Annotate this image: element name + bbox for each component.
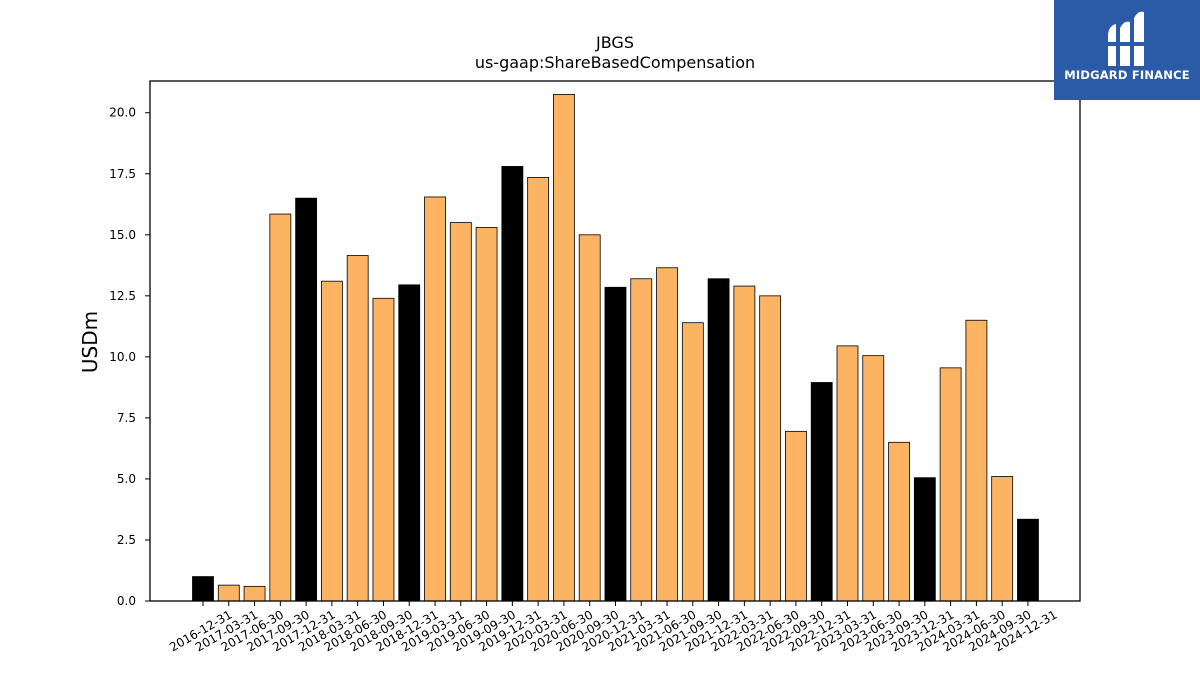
y-tick-label-0.0: 0.0 xyxy=(117,594,136,608)
y-axis-label: USDm xyxy=(78,311,102,373)
bar-2018-12-31 xyxy=(398,284,421,602)
bar-2017-09-30 xyxy=(269,213,292,602)
y-axis: 0.0 2.5 5.0 7.5 10.0 12.5 15.0 17.5 20.0 xyxy=(109,106,150,608)
bar-2018-03-31 xyxy=(320,280,343,602)
bar-2023-03-31 xyxy=(836,345,859,602)
x-axis: 2016-12-312017-03-312017-06-302017-09-30… xyxy=(167,601,1059,654)
bar-2019-09-30 xyxy=(475,227,498,602)
bar-2020-06-30 xyxy=(553,94,575,602)
bar-2024-12-31 xyxy=(1017,518,1039,602)
bar-2021-06-30 xyxy=(656,267,678,602)
bar-2019-06-30 xyxy=(449,222,472,602)
bar-2023-06-30 xyxy=(862,355,885,602)
chart-title: JBGS xyxy=(595,33,634,52)
bar-2023-09-30 xyxy=(888,441,910,602)
bar-2024-03-31 xyxy=(939,367,962,602)
y-tick-label-20.0: 20.0 xyxy=(109,106,136,120)
bar-2016-12-31 xyxy=(192,576,214,602)
y-tick-label-12.5: 12.5 xyxy=(109,289,136,303)
bar-2023-12-31 xyxy=(913,477,936,602)
bar-2019-12-31 xyxy=(501,166,524,602)
bar-2020-09-30 xyxy=(578,234,601,602)
bar-2024-06-30 xyxy=(965,319,988,602)
bar-2022-06-30 xyxy=(759,295,782,602)
y-tick-label-2.5: 2.5 xyxy=(117,533,136,547)
y-tick-label-15.0: 15.0 xyxy=(109,228,136,242)
logo-text: MIDGARD FINANCE xyxy=(1064,68,1190,82)
bar-2022-12-31 xyxy=(810,382,833,602)
plot-frame xyxy=(149,80,1081,602)
bar-2021-03-31 xyxy=(630,278,653,602)
bar-2020-03-31 xyxy=(527,177,550,602)
bar-2024-09-30 xyxy=(991,476,1014,602)
bar-2021-09-30 xyxy=(681,322,704,602)
bar-2017-03-31 xyxy=(217,584,240,602)
brand-logo: MIDGARD FINANCE xyxy=(1054,0,1200,100)
y-tick-label-10.0: 10.0 xyxy=(109,350,136,364)
bar-2021-12-31 xyxy=(707,278,730,602)
bar-2018-06-30 xyxy=(346,255,369,602)
bar-2019-03-31 xyxy=(424,196,446,602)
midgard-logo-icon xyxy=(1106,11,1148,67)
y-tick-label-5.0: 5.0 xyxy=(117,472,136,486)
y-tick-label-7.5: 7.5 xyxy=(117,411,136,425)
y-tick-label-17.5: 17.5 xyxy=(109,167,136,181)
bar-2017-12-31 xyxy=(295,197,318,602)
bar-2020-12-31 xyxy=(604,286,627,602)
bar-2022-09-30 xyxy=(785,430,807,602)
chart-subtitle: us-gaap:ShareBasedCompensation xyxy=(475,53,755,72)
bar-2022-03-31 xyxy=(733,285,756,602)
bar-2017-06-30 xyxy=(243,585,266,602)
bar-2018-09-30 xyxy=(372,297,395,602)
bars-group xyxy=(192,94,1039,602)
